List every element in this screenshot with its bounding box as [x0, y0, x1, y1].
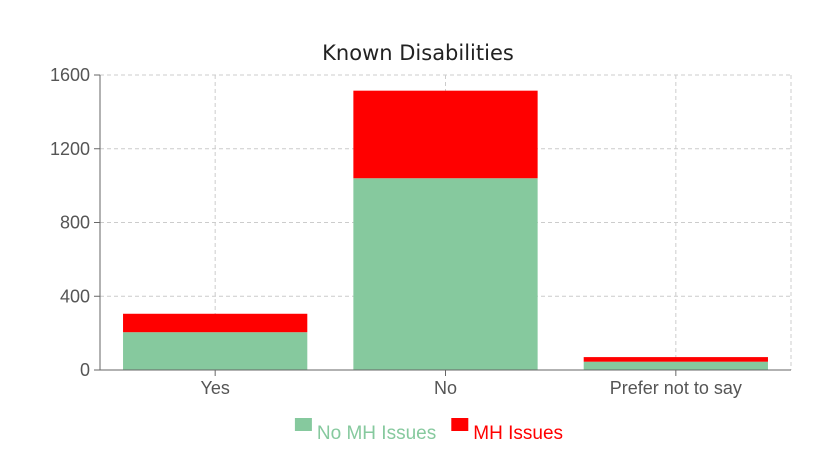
- x-tick-label: Prefer not to say: [610, 378, 742, 398]
- y-tick-label: 400: [60, 286, 90, 306]
- axis-layer: 0 400 800 1200 1600 Yes No Prefer not to say: [50, 65, 791, 398]
- legend-swatch: [451, 418, 469, 431]
- bar-no-mh-issues[interactable]: [353, 90, 538, 179]
- legend-swatch: [294, 418, 312, 431]
- y-tick-label: 1200: [50, 139, 90, 159]
- bars-layer: [123, 90, 768, 370]
- legend-item-no-mh-issues[interactable]: No MH Issues: [294, 418, 436, 444]
- chart-title: Known Disabilities: [322, 41, 514, 65]
- bar-no-no-mh-issues[interactable]: [353, 178, 538, 370]
- y-tick-label: 800: [60, 213, 90, 233]
- legend-label: MH Issues: [473, 423, 563, 444]
- legend[interactable]: No MH Issues MH Issues: [294, 418, 563, 444]
- x-tick-label: No: [434, 378, 457, 398]
- y-tick-label: 0: [80, 360, 90, 380]
- bar-yes-no-mh-issues[interactable]: [123, 332, 308, 370]
- y-tick-label: 1600: [50, 65, 90, 85]
- bar-prefer-not-to-say-no-mh-issues[interactable]: [583, 361, 768, 370]
- bar-yes-mh-issues[interactable]: [123, 313, 308, 333]
- legend-label: No MH Issues: [317, 423, 436, 444]
- bar-prefer-not-to-say-mh-issues[interactable]: [583, 357, 768, 362]
- x-tick-label: Yes: [200, 378, 229, 398]
- legend-item-mh-issues[interactable]: MH Issues: [451, 418, 563, 444]
